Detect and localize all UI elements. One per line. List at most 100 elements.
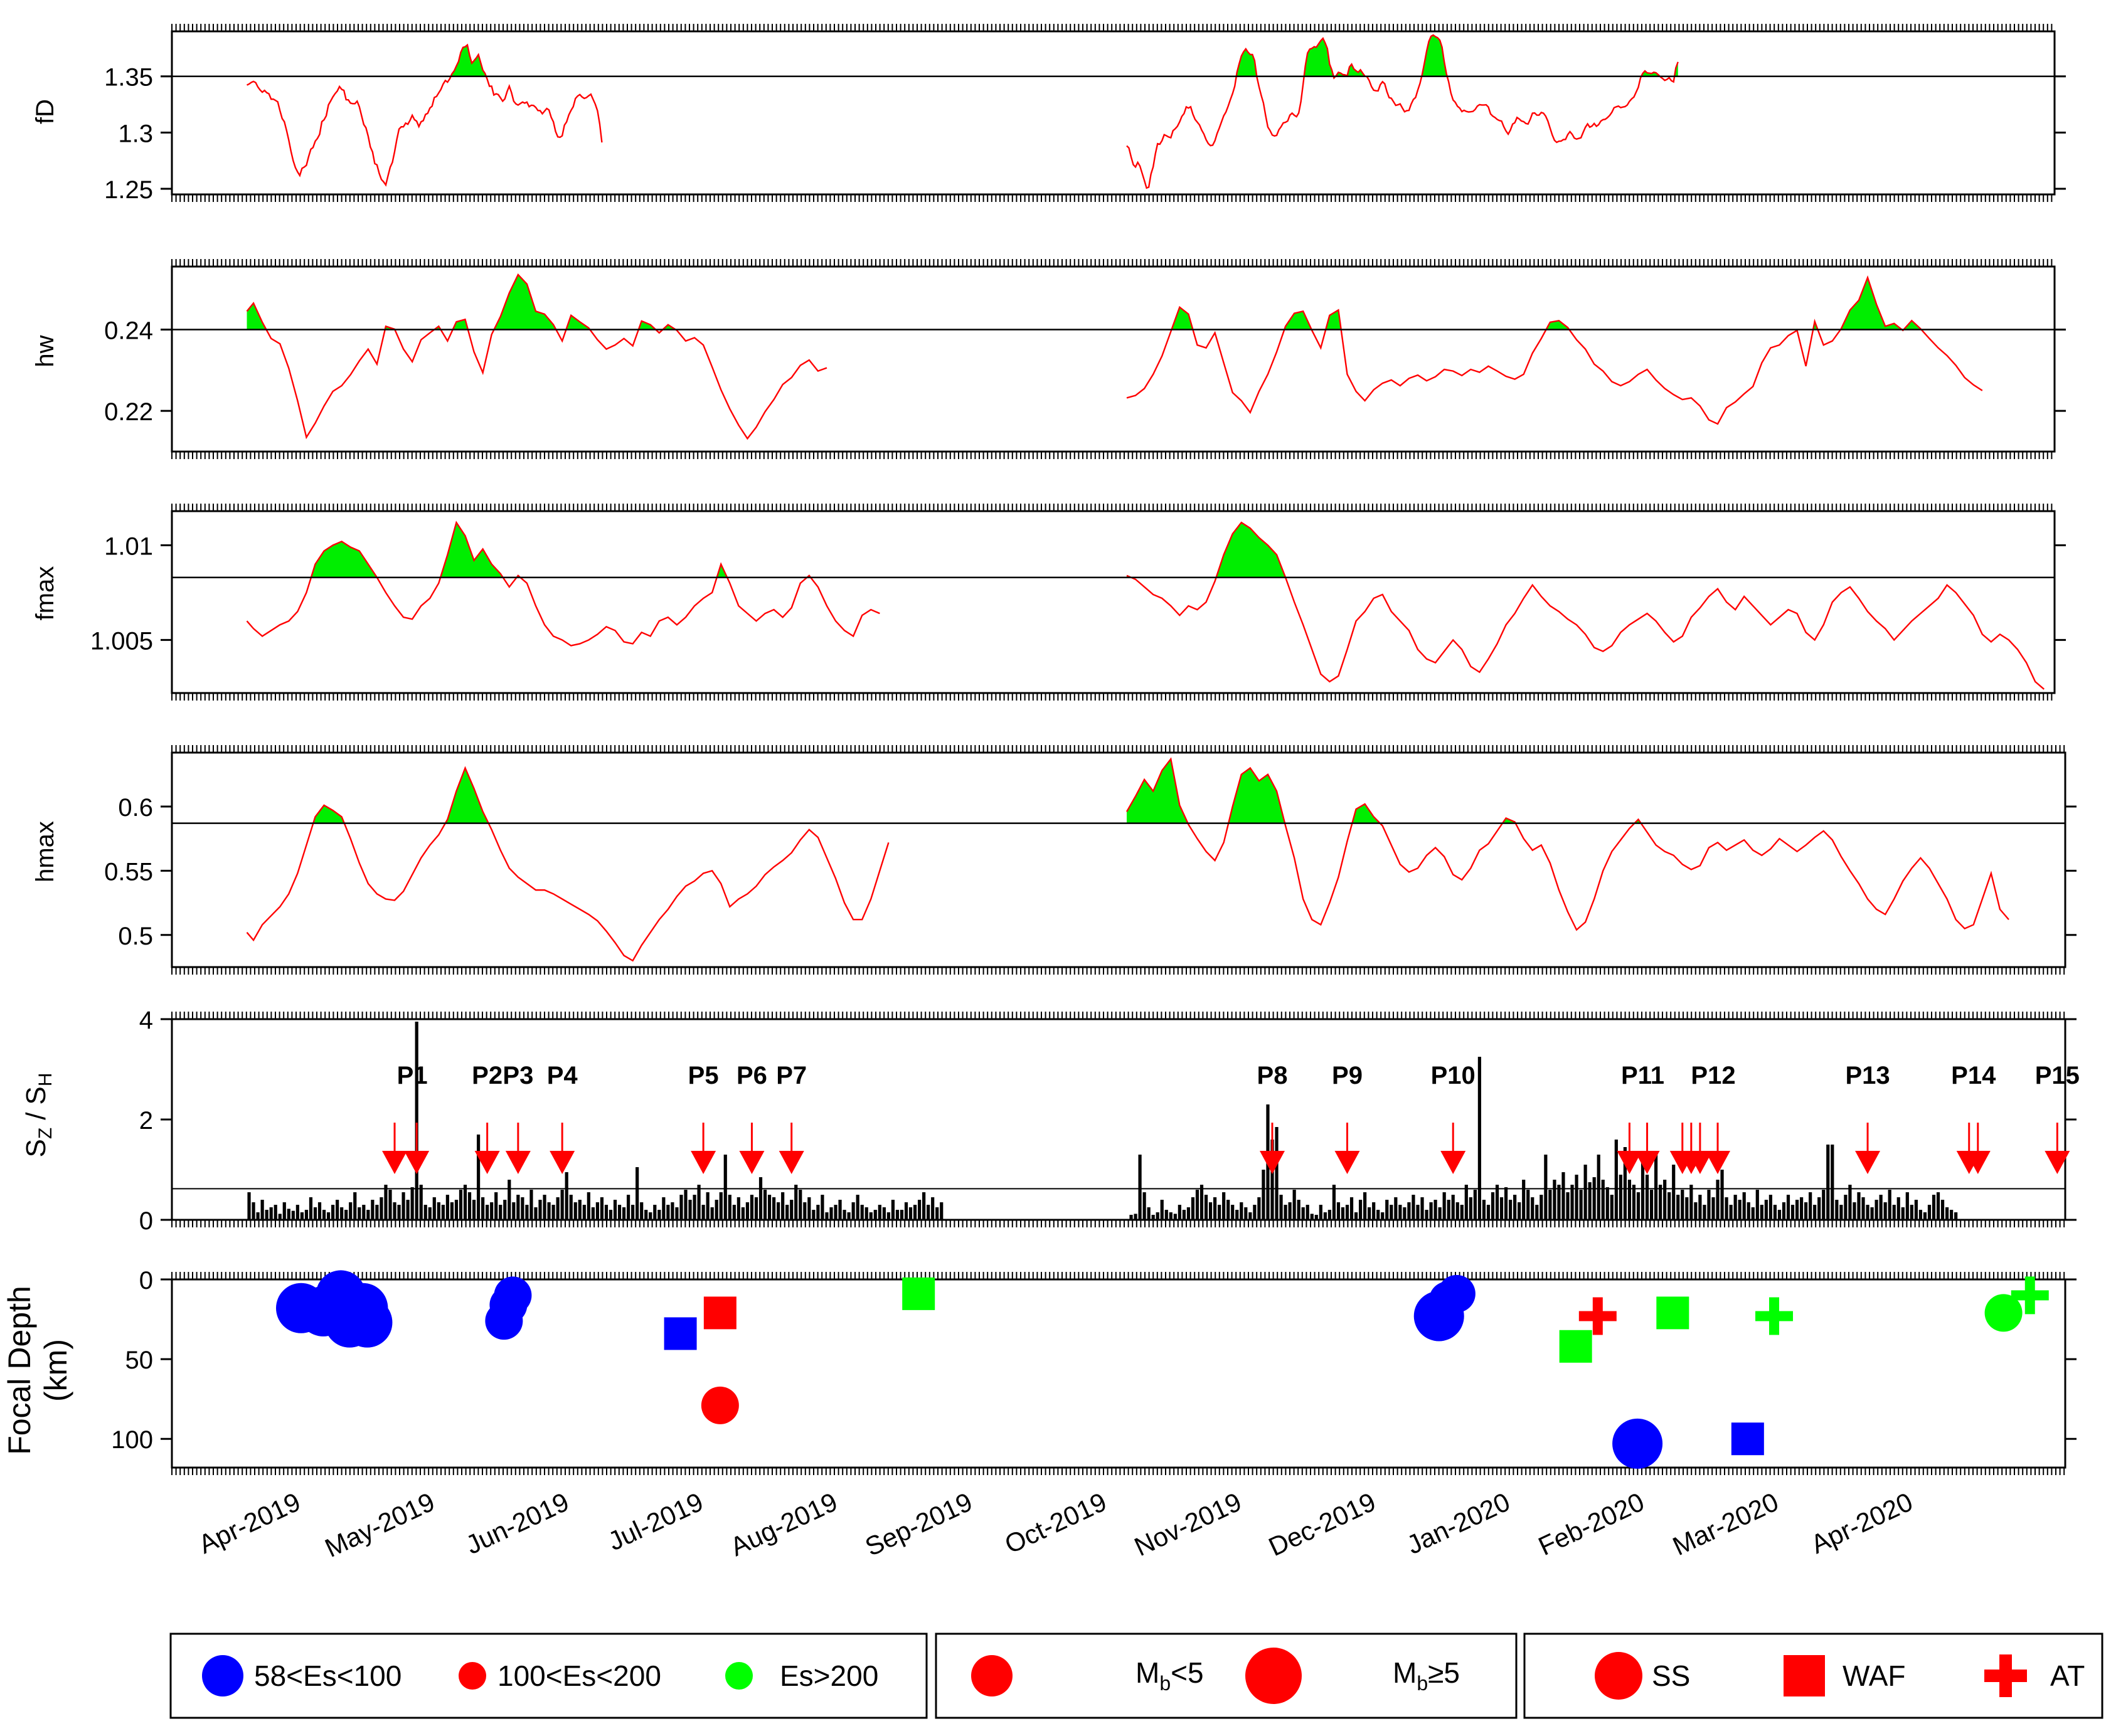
bar xyxy=(287,1209,290,1220)
series-line xyxy=(246,766,890,962)
bar xyxy=(1460,1205,1464,1220)
bar xyxy=(1363,1192,1367,1220)
bar xyxy=(741,1207,745,1220)
bar xyxy=(1768,1195,1772,1220)
bar xyxy=(1548,1190,1552,1220)
bar xyxy=(653,1205,657,1220)
y-tick-label: 4 xyxy=(139,1007,153,1034)
bar xyxy=(582,1205,586,1220)
bar xyxy=(454,1200,459,1220)
bar xyxy=(326,1212,331,1220)
bar xyxy=(423,1205,427,1220)
bar xyxy=(1394,1197,1398,1220)
bar xyxy=(627,1195,630,1220)
y-tick-label: 1.3 xyxy=(118,120,153,147)
ylabel-fD: fD xyxy=(31,99,59,124)
ylabel-sub-h: H xyxy=(35,1073,56,1087)
area-above-threshold xyxy=(247,274,676,330)
bar xyxy=(644,1210,648,1220)
bar xyxy=(1601,1180,1605,1220)
bar xyxy=(1649,1190,1654,1220)
bar xyxy=(463,1185,467,1220)
axes-frame xyxy=(171,1018,2066,1221)
bar xyxy=(843,1210,846,1220)
series-line xyxy=(1126,275,1983,425)
bar xyxy=(767,1195,772,1220)
bar xyxy=(1358,1200,1363,1220)
bar xyxy=(1760,1205,1763,1220)
bar xyxy=(428,1207,432,1220)
bar xyxy=(1579,1190,1583,1220)
bar xyxy=(1566,1192,1570,1220)
bar xyxy=(1235,1210,1239,1220)
bar xyxy=(1570,1185,1574,1220)
bar xyxy=(476,1135,481,1220)
axes-hw: 0.22 0.24 xyxy=(104,259,2066,459)
bar xyxy=(719,1192,723,1220)
bar xyxy=(472,1200,476,1220)
bar xyxy=(525,1205,529,1220)
bar xyxy=(895,1210,900,1220)
bar xyxy=(671,1202,674,1220)
y-tick-label: 0.55 xyxy=(104,858,153,886)
y-tick-label: 1.35 xyxy=(104,64,153,92)
bar xyxy=(551,1205,555,1220)
bar xyxy=(1720,1170,1724,1220)
bar xyxy=(1557,1185,1561,1220)
bar xyxy=(1553,1180,1556,1220)
bar xyxy=(1619,1175,1622,1220)
bar xyxy=(1156,1212,1159,1220)
bar xyxy=(1535,1205,1539,1220)
bar xyxy=(834,1205,838,1220)
bar xyxy=(1950,1210,1954,1220)
bar xyxy=(1597,1155,1600,1220)
bar xyxy=(1879,1195,1883,1220)
bar xyxy=(1751,1207,1755,1220)
ylabel-sz-sh: SZ/SH xyxy=(21,1073,56,1158)
bar xyxy=(353,1192,357,1220)
bar xyxy=(1799,1197,1804,1220)
bar xyxy=(613,1200,617,1220)
bar xyxy=(1138,1155,1142,1220)
panel-fD: fD 1.25 1.3 1.35 xyxy=(31,24,2066,204)
y-tick-label: 0 xyxy=(139,1207,153,1235)
bar xyxy=(1905,1192,1909,1220)
bar xyxy=(1332,1185,1336,1220)
y-tick-label: 1.01 xyxy=(104,532,153,560)
bar xyxy=(1561,1172,1565,1220)
bar xyxy=(1782,1202,1786,1220)
bar xyxy=(1835,1200,1839,1220)
bar xyxy=(534,1207,538,1220)
bar xyxy=(1134,1214,1137,1220)
bar xyxy=(1773,1205,1777,1220)
bar xyxy=(573,1202,577,1220)
bar xyxy=(282,1202,286,1220)
bar xyxy=(1663,1180,1667,1220)
bar xyxy=(1707,1190,1711,1220)
bar xyxy=(1244,1207,1248,1220)
bar xyxy=(543,1195,546,1220)
bar xyxy=(1345,1205,1349,1220)
bar xyxy=(825,1212,829,1220)
bar xyxy=(1164,1210,1168,1220)
bar xyxy=(512,1202,516,1220)
bar xyxy=(1390,1205,1393,1220)
bar xyxy=(274,1205,277,1220)
bar xyxy=(1857,1192,1861,1220)
bar xyxy=(1694,1202,1698,1220)
bar xyxy=(1425,1210,1428,1220)
bar xyxy=(900,1210,904,1220)
bar xyxy=(1910,1205,1913,1220)
bar xyxy=(410,1187,414,1220)
bar xyxy=(1464,1185,1468,1220)
bar xyxy=(706,1192,710,1220)
bar xyxy=(1839,1205,1843,1220)
bar xyxy=(260,1200,264,1220)
bar xyxy=(1614,1140,1618,1220)
y-tick-label: 0.22 xyxy=(104,398,153,426)
bar xyxy=(1178,1205,1181,1220)
series-line xyxy=(1126,34,1679,189)
bar xyxy=(675,1207,679,1220)
bar xyxy=(1495,1185,1499,1220)
bar xyxy=(640,1202,644,1220)
